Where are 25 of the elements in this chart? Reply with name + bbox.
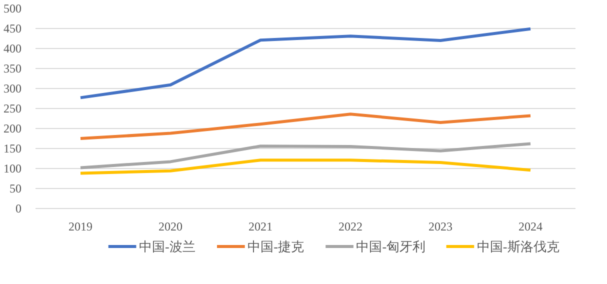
legend-label: 中国-匈牙利	[356, 239, 426, 254]
y-tick-label: 250	[4, 102, 22, 116]
x-tick-label: 2023	[428, 220, 452, 234]
x-tick-label: 2019	[68, 220, 92, 234]
legend-label: 中国-波兰	[139, 239, 196, 254]
y-tick-label: 100	[4, 162, 22, 176]
x-tick-label: 2020	[158, 220, 182, 234]
y-tick-label: 400	[4, 42, 22, 56]
line-series	[79, 112, 532, 140]
y-tick-label: 50	[10, 182, 22, 196]
y-tick-label: 0	[16, 202, 22, 216]
x-tick-label: 2021	[248, 220, 272, 234]
y-tick-label: 300	[4, 82, 22, 96]
legend-label: 中国-捷克	[248, 239, 304, 254]
legend-label: 中国-斯洛伐克	[476, 239, 560, 254]
y-tick-label: 500	[4, 2, 22, 16]
line-series	[79, 27, 532, 100]
y-tick-label: 150	[4, 142, 22, 156]
y-tick-label: 450	[4, 22, 22, 36]
x-tick-label: 2024	[518, 220, 542, 234]
line-series	[79, 158, 532, 175]
x-tick-label: 2022	[338, 220, 362, 234]
y-tick-label: 200	[4, 122, 22, 136]
y-tick-label: 350	[4, 62, 22, 76]
line-series	[79, 142, 532, 170]
